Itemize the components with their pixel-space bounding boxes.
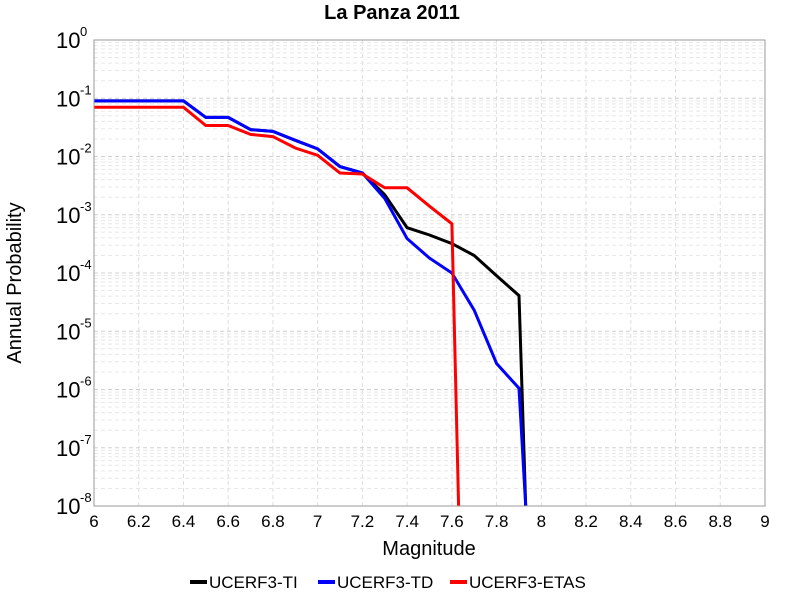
y-tick-exponent: -4 — [80, 257, 92, 272]
y-tick-exponent: -2 — [80, 141, 92, 156]
y-tick-exponent: -8 — [80, 490, 92, 505]
y-tick-exponent: -3 — [80, 199, 92, 214]
x-axis-label: Magnitude — [382, 538, 475, 560]
x-tick-label: 8.4 — [619, 512, 643, 531]
y-tick-label: 10 — [56, 378, 80, 403]
legend: UCERF3-TI UCERF3-TD UCERF3-ETAS — [190, 573, 586, 592]
y-tick-label: 10 — [56, 436, 80, 461]
y-tick-label: 10 — [56, 86, 80, 111]
y-tick-exponent: -6 — [80, 374, 92, 389]
x-tick-label: 9 — [760, 512, 769, 531]
x-tick-label: 8.6 — [664, 512, 688, 531]
y-tick-label: 10 — [56, 319, 80, 344]
y-tick-exponent: -5 — [80, 315, 92, 330]
plot-frame — [93, 39, 766, 507]
y-tick-exponent: -1 — [80, 82, 92, 97]
y-tick-exponent: 0 — [80, 24, 87, 39]
x-tick-labels: 6 6.2 6.4 6.6 6.8 7 7.2 7.4 7.6 7.8 8 8.2 8.4 8.6 8.8 9 — [89, 512, 769, 531]
x-tick-label: 7.4 — [395, 512, 419, 531]
x-tick-label: 6.2 — [127, 512, 151, 531]
x-tick-label: 7.8 — [485, 512, 509, 531]
y-tick-label: 10 — [56, 203, 80, 228]
y-tick-exponent: -7 — [80, 432, 92, 447]
x-tick-label: 8.2 — [574, 512, 598, 531]
legend-label: UCERF3-ETAS — [469, 573, 586, 592]
series-lines — [94, 99, 528, 507]
y-tick-label: 10 — [56, 261, 80, 286]
y-tick-label: 10 — [56, 145, 80, 170]
x-tick-label: 6.6 — [216, 512, 240, 531]
x-tick-label: 6.8 — [261, 512, 285, 531]
x-tick-label: 7.6 — [440, 512, 464, 531]
x-tick-label: 6.4 — [172, 512, 196, 531]
y-tick-label: 10 — [56, 28, 80, 53]
x-tick-label: 7 — [313, 512, 322, 531]
legend-label: UCERF3-TD — [337, 573, 433, 592]
grid — [93, 40, 766, 507]
series-line-ucerf3-td — [94, 99, 528, 507]
x-tick-label: 6 — [89, 512, 98, 531]
y-axis-label: Annual Probability — [4, 202, 26, 363]
y-tick-label: 10 — [56, 494, 80, 519]
chart-title: La Panza 2011 — [324, 2, 460, 24]
series-line-ucerf3-etas — [94, 105, 461, 507]
legend-label: UCERF3-TI — [209, 573, 298, 592]
x-tick-label: 8 — [537, 512, 546, 531]
x-tick-label: 7.2 — [351, 512, 375, 531]
x-tick-label: 8.8 — [708, 512, 732, 531]
